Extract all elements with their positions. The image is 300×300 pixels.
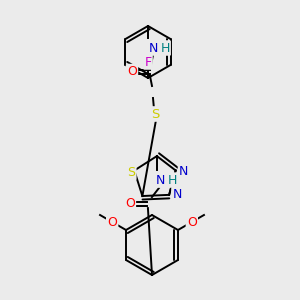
Text: S: S	[151, 107, 159, 121]
Text: N: N	[172, 188, 182, 201]
Text: O: O	[187, 215, 197, 229]
Text: H: H	[160, 41, 170, 55]
Text: F: F	[144, 56, 152, 68]
Text: O: O	[107, 215, 117, 229]
Text: N: N	[179, 165, 188, 178]
Text: N: N	[156, 174, 166, 187]
Text: O: O	[127, 65, 137, 78]
Text: H: H	[168, 174, 178, 187]
Text: S: S	[127, 166, 135, 179]
Text: O: O	[125, 197, 135, 210]
Text: N: N	[148, 41, 158, 55]
